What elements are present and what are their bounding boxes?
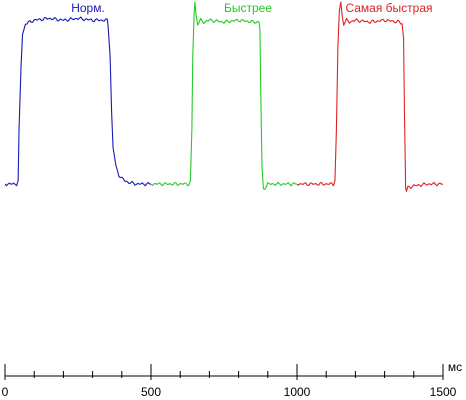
series-line bbox=[150, 1, 298, 190]
series-layer bbox=[4, 1, 444, 192]
x-axis-ticks: 0 500 1000 1500 bbox=[2, 364, 457, 399]
series-label: Самая быстрая bbox=[345, 1, 432, 15]
x-tick-label: 0 bbox=[2, 385, 9, 399]
x-tick-label: 1500 bbox=[430, 385, 457, 399]
series-label: Быстрее bbox=[224, 1, 272, 15]
x-axis-unit-label: мс bbox=[448, 360, 462, 374]
series-labels: Норм. Быстрее Самая быстрая bbox=[71, 1, 432, 15]
series-label: Норм. bbox=[71, 1, 105, 15]
series-line bbox=[4, 16, 152, 187]
x-axis: 0 500 1000 1500 мс bbox=[2, 360, 462, 399]
series-line bbox=[296, 1, 444, 192]
x-tick-label: 500 bbox=[141, 385, 161, 399]
x-tick-label: 1000 bbox=[284, 385, 311, 399]
